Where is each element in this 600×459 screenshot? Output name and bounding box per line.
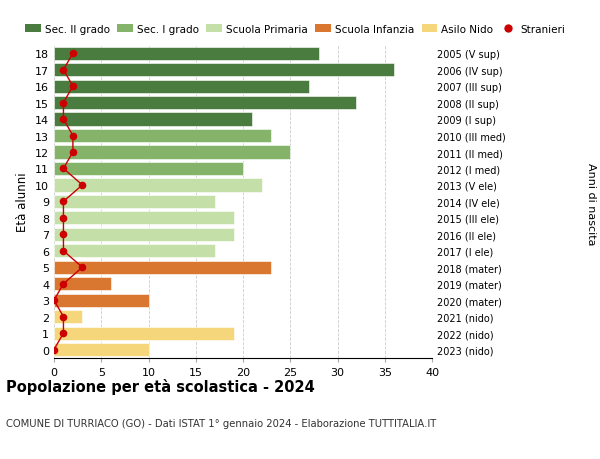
Point — [59, 330, 68, 337]
Bar — [54, 196, 215, 208]
Point — [68, 133, 78, 140]
Point — [59, 165, 68, 173]
Point — [49, 346, 59, 353]
Bar — [54, 130, 271, 143]
Bar — [54, 179, 262, 192]
Point — [59, 116, 68, 123]
Text: COMUNE DI TURRIACO (GO) - Dati ISTAT 1° gennaio 2024 - Elaborazione TUTTITALIA.I: COMUNE DI TURRIACO (GO) - Dati ISTAT 1° … — [6, 418, 436, 428]
Bar — [54, 261, 271, 274]
Point — [77, 182, 87, 189]
Y-axis label: Età alunni: Età alunni — [16, 172, 29, 232]
Point — [49, 297, 59, 304]
Bar — [54, 97, 356, 110]
Bar — [54, 113, 253, 126]
Bar — [54, 310, 82, 324]
Point — [59, 215, 68, 222]
Point — [68, 50, 78, 58]
Point — [59, 231, 68, 239]
Point — [77, 264, 87, 271]
Point — [59, 247, 68, 255]
Bar — [54, 327, 233, 340]
Point — [59, 100, 68, 107]
Bar — [54, 48, 319, 61]
Bar — [54, 64, 394, 77]
Bar — [54, 146, 290, 159]
Bar — [54, 343, 149, 356]
Bar — [54, 294, 149, 307]
Bar — [54, 245, 215, 258]
Point — [59, 67, 68, 74]
Point — [59, 313, 68, 321]
Bar — [54, 278, 111, 291]
Legend: Sec. II grado, Sec. I grado, Scuola Primaria, Scuola Infanzia, Asilo Nido, Stran: Sec. II grado, Sec. I grado, Scuola Prim… — [25, 24, 565, 34]
Bar — [54, 228, 233, 241]
Text: Anni di nascita: Anni di nascita — [586, 163, 596, 246]
Bar — [54, 162, 243, 176]
Text: Popolazione per età scolastica - 2024: Popolazione per età scolastica - 2024 — [6, 379, 315, 395]
Bar — [54, 212, 233, 225]
Bar — [54, 80, 309, 94]
Point — [59, 198, 68, 206]
Point — [68, 83, 78, 90]
Point — [68, 149, 78, 157]
Point — [59, 280, 68, 288]
